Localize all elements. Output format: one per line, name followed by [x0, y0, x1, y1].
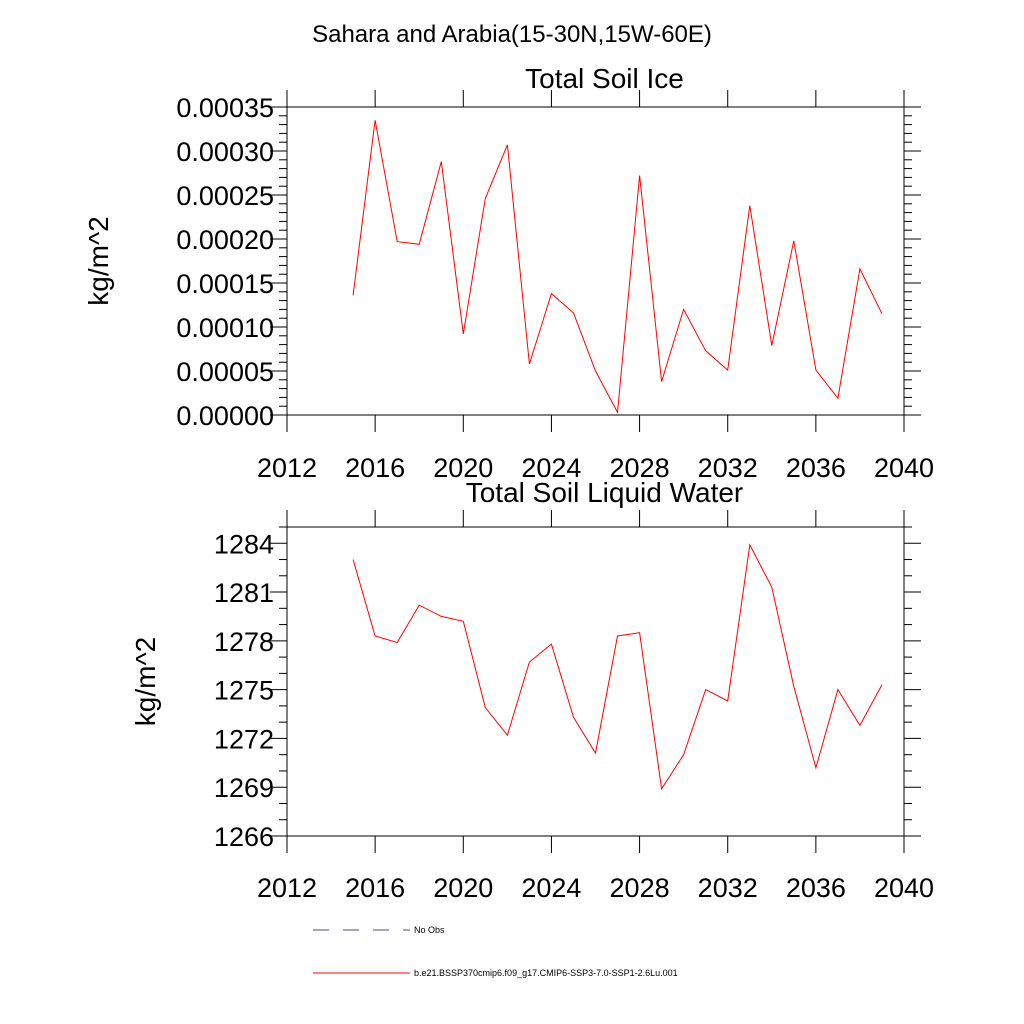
y-tick-label: 0.00025	[176, 181, 274, 211]
x-tick-label: 2036	[786, 873, 846, 903]
figure-title: Sahara and Arabia(15-30N,15W-60E)	[312, 21, 712, 48]
x-tick-label: 2028	[610, 873, 670, 903]
x-tick-label: 2020	[433, 453, 493, 483]
y-tick-label: 1278	[214, 627, 274, 657]
x-tick-label: 2016	[345, 873, 405, 903]
panel-soil-ice: Total Soil Ice 2012 2016 2020 2024 2028 2032 20…	[83, 63, 934, 483]
y-tick-label: 1269	[214, 773, 274, 803]
y-tick-label: 0.00010	[176, 313, 274, 343]
y-tick-label: 1266	[214, 822, 274, 852]
y-tick-label: 1275	[214, 676, 274, 706]
x-tick-label: 2036	[786, 453, 846, 483]
legend-model-label: b.e21.BSSP370cmip6.f09_g17.CMIP6-SSP3-7.…	[414, 968, 678, 978]
x-tick-label: 2020	[433, 873, 493, 903]
series-line	[352, 120, 883, 415]
legend: No Obs b.e21.BSSP370cmip6.f09_g17.CMIP6-…	[313, 925, 678, 978]
x-tick-label: 2024	[521, 873, 581, 903]
y-tick-label: 0.00030	[176, 137, 274, 167]
x-tick-label: 2012	[257, 873, 317, 903]
y-tick-label: 1281	[214, 578, 274, 608]
plot-frame	[286, 106, 905, 416]
y-tick-label: 0.00035	[176, 93, 274, 123]
x-tick-label: 2028	[610, 453, 670, 483]
y-tick-label: 0.00000	[176, 401, 274, 431]
y-tick-label: 1272	[214, 724, 274, 754]
y-axis-label: kg/m^2	[130, 637, 161, 726]
y-tick-label: 0.00020	[176, 225, 274, 255]
x-tick-label: 2032	[698, 453, 758, 483]
legend-obs-label: No Obs	[414, 925, 445, 935]
x-tick-label: 2016	[345, 453, 405, 483]
panel-title: Total Soil Liquid Water	[466, 477, 744, 508]
series-line	[352, 543, 883, 791]
x-tick-label: 2024	[521, 453, 581, 483]
y-tick-label: 1284	[214, 529, 274, 559]
panel-title: Total Soil Ice	[525, 63, 684, 94]
x-tick-label: 2040	[874, 453, 934, 483]
y-tick-label: 0.00005	[176, 357, 274, 387]
x-tick-label: 2012	[257, 453, 317, 483]
x-tick-label: 2032	[698, 873, 758, 903]
x-tick-label: 2040	[874, 873, 934, 903]
y-tick-label: 0.00015	[176, 269, 274, 299]
panel-soil-liquid-water: Total Soil Liquid Water 2012 2016 2020 2024 2…	[130, 477, 934, 903]
plot-frame	[286, 526, 905, 837]
y-axis-label: kg/m^2	[83, 216, 114, 305]
